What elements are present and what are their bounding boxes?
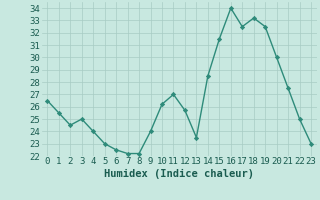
X-axis label: Humidex (Indice chaleur): Humidex (Indice chaleur) <box>104 169 254 179</box>
